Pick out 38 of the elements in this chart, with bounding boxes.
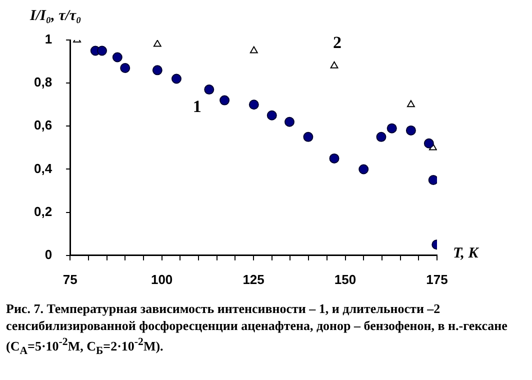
y-tick-label: 0,8 [34, 74, 52, 90]
point [284, 116, 294, 127]
x-tick-label: 175 [426, 272, 448, 287]
point [406, 125, 416, 136]
y-axis-title: I/I₀, τ/τ₀ [29, 8, 82, 24]
y-tick-label: 0,4 [34, 160, 53, 176]
x-axis-title: T, K [453, 245, 480, 262]
series-label: 2 [333, 33, 342, 52]
x-tick-label: 150 [334, 272, 356, 287]
point [303, 132, 314, 142]
point [376, 132, 386, 142]
text: Рис. 7. Температурная зависимость интенсивности – 1, и длительности –2 сенсибилизированной фосфоресценции аценафтена, донор – бензофенон, в н.-гексане (С$_{А}$=5·10$^{-2}$М, С$_{Б}$=2·10$^{-2}$М). [6, 301, 508, 357]
point [171, 74, 182, 84]
point [424, 138, 434, 148]
point [153, 40, 162, 47]
y-tick-label: 0 [44, 246, 52, 262]
point [329, 153, 340, 164]
point [120, 63, 130, 73]
point [152, 65, 162, 76]
point [248, 100, 259, 110]
y-tick-label: 1 [44, 32, 52, 47]
x-tick-label: 125 [242, 272, 264, 287]
point [204, 84, 214, 95]
point [386, 123, 397, 134]
point [220, 95, 230, 106]
y-tick-label: 0,2 [34, 204, 52, 219]
point [266, 110, 277, 120]
series-label: 1 [192, 96, 202, 116]
point [428, 175, 437, 186]
point [96, 46, 107, 56]
point [406, 100, 415, 108]
x-tick-label: 100 [150, 272, 173, 287]
point [112, 52, 122, 62]
point [358, 164, 369, 174]
point [330, 61, 338, 68]
y-tick-label: 0,6 [34, 118, 52, 133]
x-tick-label: 75 [62, 272, 78, 287]
point [250, 46, 258, 54]
